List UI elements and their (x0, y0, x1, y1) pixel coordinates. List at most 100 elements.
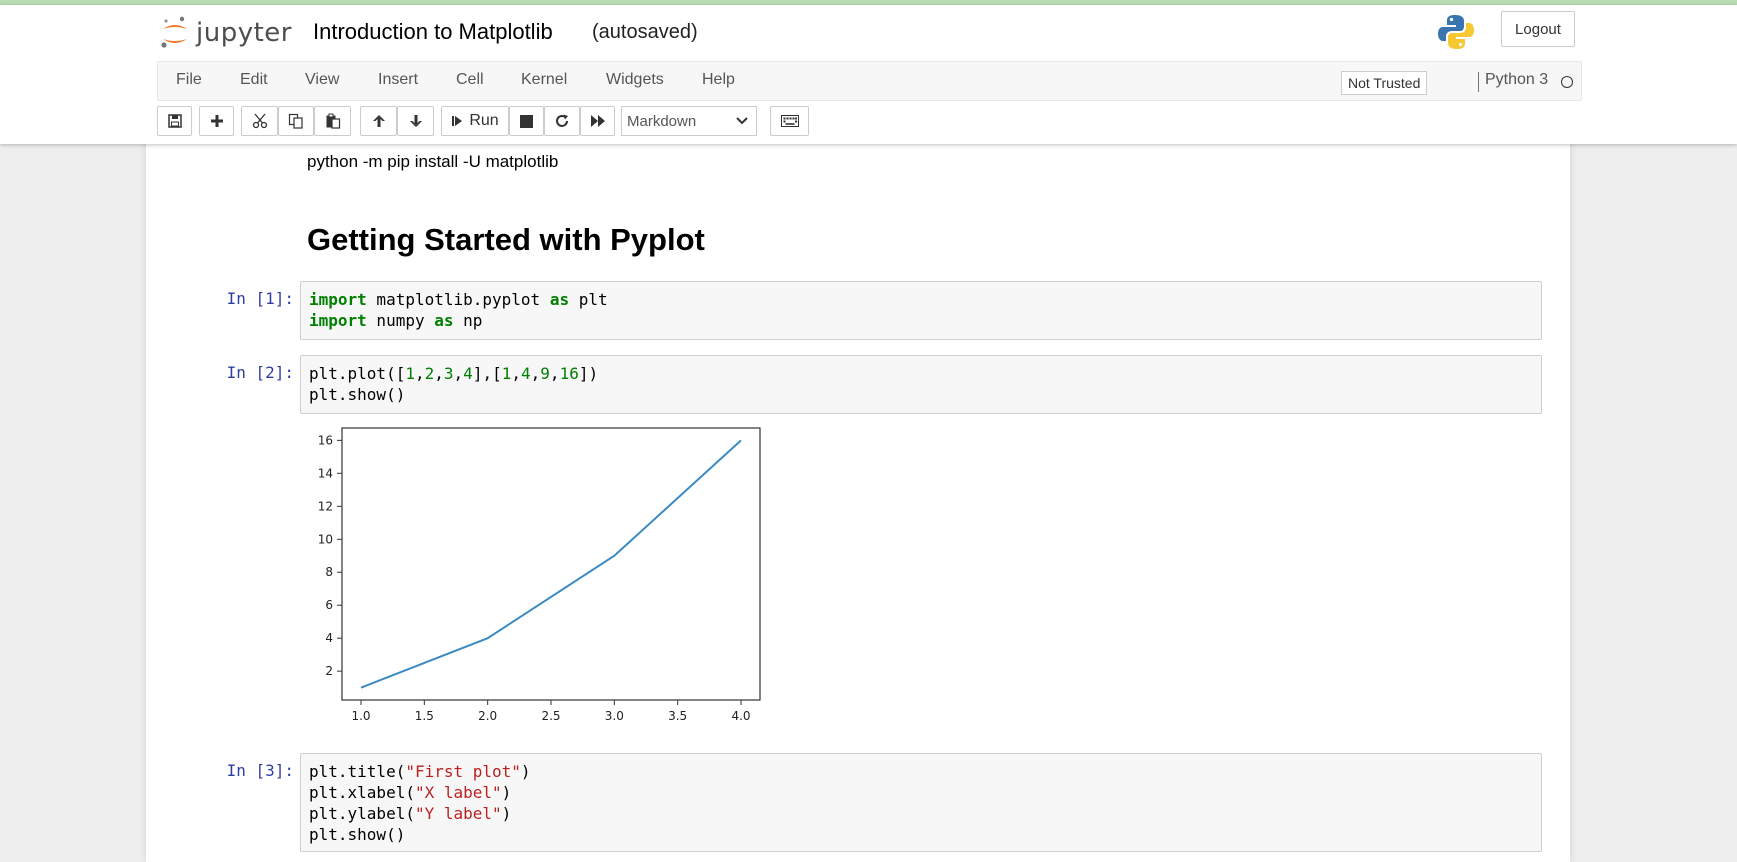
restart-run-all-button[interactable] (580, 106, 615, 136)
move-up-button[interactable] (360, 106, 397, 136)
code-string: "Y label" (414, 804, 502, 823)
menu-cell[interactable]: Cell (456, 71, 484, 88)
cell-type-value: Markdown (627, 112, 697, 130)
menu-edit[interactable]: Edit (240, 71, 268, 88)
code-number: 2 (424, 364, 435, 383)
code-number: 1 (405, 364, 415, 383)
top-accent-line (0, 0, 1737, 5)
code-line: plt.ylabel("Y label") (309, 803, 1533, 824)
y-tick-label: 6 (325, 598, 333, 612)
y-tick-label: 4 (325, 631, 333, 645)
code-line: plt.title("First plot") (309, 761, 1533, 782)
plot-area (341, 427, 761, 701)
jupyter-logo-icon (161, 16, 187, 48)
chevron-down-icon (736, 117, 748, 125)
x-tick-label: 1.0 (351, 709, 370, 723)
x-tick-label: 3.0 (605, 709, 624, 723)
jupyter-logo[interactable]: jupyter (160, 13, 292, 53)
x-tick-label: 1.5 (415, 709, 434, 723)
code-text: plt.xlabel( (309, 783, 415, 802)
menu-insert[interactable]: Insert (378, 71, 419, 88)
cut-button[interactable] (241, 106, 278, 136)
save-button[interactable] (157, 106, 192, 136)
logo-text: jupyter (196, 18, 292, 48)
x-tick-label: 2.5 (541, 709, 560, 723)
code-text: numpy (366, 311, 435, 330)
y-tick-label: 16 (318, 433, 333, 447)
code-text: , (530, 364, 541, 383)
code-text: , (511, 364, 521, 383)
cell-1-prompt: In [1]: (226, 289, 294, 308)
y-tick-label: 2 (325, 664, 333, 678)
code-text: ) (501, 804, 512, 823)
code-text: plt.title( (309, 762, 406, 781)
code-text: , (549, 364, 560, 383)
menu-kernel[interactable]: Kernel (521, 71, 568, 88)
interrupt-button[interactable] (509, 106, 544, 136)
save-icon (167, 114, 182, 128)
code-number: 4 (463, 364, 473, 383)
code-cell-3[interactable]: plt.title("First plot") plt.xlabel("X lab… (300, 753, 1542, 852)
notebook-title[interactable]: Introduction to Matplotlib (313, 19, 553, 44)
copy-button[interactable] (278, 106, 314, 136)
plus-icon (210, 115, 223, 127)
arrow-up-icon (372, 115, 385, 127)
code-line: plt.xlabel("X label") (309, 782, 1533, 803)
command-palette-button[interactable] (770, 106, 809, 136)
markdown-heading: Getting Started with Pyplot (307, 222, 705, 257)
code-keyword: as (434, 311, 454, 330)
cell-2-prompt: In [2]: (226, 363, 294, 382)
code-text: ],[ (472, 364, 502, 383)
code-text: plt.plot([ (309, 364, 406, 383)
code-text: , (453, 364, 464, 383)
step-forward-icon (452, 116, 463, 126)
code-number: 4 (521, 364, 531, 383)
code-keyword: import (309, 311, 367, 330)
code-text: matplotlib.pyplot (366, 290, 550, 309)
not-trusted-button[interactable]: Not Trusted (1341, 71, 1428, 95)
markdown-text: python -m pip install -U matplotlib (307, 152, 559, 171)
stop-icon (520, 114, 533, 128)
series-line (360, 439, 742, 689)
kernel-separator (1478, 72, 1479, 92)
move-down-button[interactable] (397, 106, 434, 136)
copy-icon (288, 113, 303, 129)
restart-button[interactable] (544, 106, 580, 136)
kernel-name[interactable]: Python 3 (1485, 71, 1549, 88)
insert-cell-button[interactable] (199, 106, 234, 136)
menu-view[interactable]: View (305, 71, 340, 88)
code-cell-2[interactable]: plt.plot([1,2,3,4],[1,4,9,16]) plt.show() (300, 355, 1542, 414)
x-tick-label: 3.5 (668, 709, 687, 723)
logout-button[interactable]: Logout (1501, 11, 1575, 47)
code-text: , (434, 364, 444, 383)
menu-file[interactable]: File (176, 71, 202, 88)
fast-forward-icon (590, 115, 605, 127)
paste-icon (326, 113, 340, 129)
x-tick-label: 4.0 (731, 709, 750, 723)
code-text: np (453, 311, 483, 330)
code-text: ) (520, 762, 531, 781)
code-number: 1 (501, 364, 512, 383)
y-tick-label: 14 (318, 466, 333, 480)
code-keyword: as (549, 290, 570, 309)
x-tick-label: 2.0 (478, 709, 497, 723)
arrow-down-icon (409, 115, 422, 127)
run-button[interactable]: Run (441, 106, 509, 136)
code-number: 3 (443, 364, 454, 383)
code-text: plt (569, 290, 608, 309)
menu-widgets[interactable]: Widgets (606, 71, 664, 88)
y-tick-label: 8 (325, 565, 333, 579)
keyboard-icon (780, 115, 799, 127)
cut-icon (252, 113, 267, 129)
code-string: "First plot" (405, 762, 521, 781)
paste-button[interactable] (314, 106, 351, 136)
menu-help[interactable]: Help (702, 71, 735, 88)
code-string: "X label" (414, 783, 502, 802)
code-cell-1[interactable]: import matplotlib.pyplot as plt import nu… (300, 281, 1542, 340)
menubar: File Edit View Insert Cell Kernel Widget… (157, 61, 1582, 101)
kernel-idle-icon (1561, 76, 1573, 88)
autosave-status: (autosaved) (592, 21, 698, 43)
code-number: 16 (559, 364, 579, 383)
cell-type-select[interactable]: Markdown (621, 106, 757, 136)
code-keyword: import (309, 290, 367, 309)
